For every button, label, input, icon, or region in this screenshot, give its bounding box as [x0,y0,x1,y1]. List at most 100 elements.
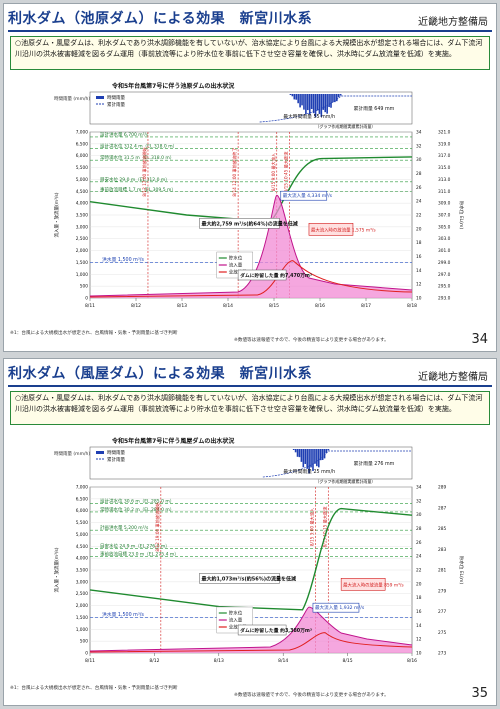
y1-tick-label: 500 [80,284,88,290]
y2b-tick-label: 24 [416,554,422,560]
x-tick-label: 8/15 [343,658,353,664]
rain-bar [302,449,305,468]
footer-note-2: ※数値等は速報値ですので、今後の精査等により変更する場合があります。 [234,338,389,343]
water-level-line [89,507,413,611]
max-release-box [340,578,386,591]
x-tick-label: 8/15 [269,303,279,309]
event-marker-label: 8/15 3:00 最大流入 [308,507,315,546]
rain-bar [323,449,326,459]
y2b-tick-label: 32 [416,143,422,149]
x-tick-label: 8/16 [315,303,325,309]
organization-label: 近畿地方整備局 [418,17,488,28]
legend-cumulative: 累計雨量 [107,456,125,463]
legend-inflow: 流入量 [229,262,243,269]
y2-tick-label: 275 [438,630,446,636]
rain-bar [321,449,324,460]
legend-hourly-swatch [96,96,104,99]
outflow-line [89,260,413,298]
x-tick-label: 8/13 [177,303,187,309]
rain-bar [317,449,320,468]
rain-bar [325,449,328,453]
peak-inflow-label: 最大流入量 1,932 m³/s [315,604,365,611]
rain-bar [289,94,292,95]
flood-discharge-label: 洪水量 1,500 m³/s [102,256,144,263]
rain-bar [291,94,294,97]
rain-bar [312,449,314,471]
reference-label: 設計洪水位 312.4 m（EL.318.0 m） [100,143,177,150]
max-rain-label: 最大時間雨量 55 mm/h [283,113,335,120]
reference-label: 常時満水位 31.5 m（EL.318.0 m） [100,154,174,161]
rain-bar [339,94,342,96]
y2-tick-label: 287 [438,505,446,511]
rain-bar [324,94,327,113]
rain-bar [337,94,340,98]
rain-bar [328,94,330,108]
rain-axis-label: 時間雨量 (mm/h) [54,450,90,457]
storage-box [237,269,287,281]
y1-tick-label: 2,500 [76,236,89,242]
rain-bar [314,449,316,464]
rain-bar [297,94,299,104]
x-tick-label: 8/18 [407,303,417,309]
y1-tick-label: 3,000 [76,579,89,585]
y2b-tick-label: 22 [416,213,422,219]
storage-label: ダムに貯留した量 約7,470万m³ [240,272,312,279]
rain-bar [301,94,303,106]
y2-tick-label: 301.0 [438,248,451,254]
y1-tick-label: 1,500 [76,615,89,621]
y1-tick-label: 4,000 [76,556,89,562]
y1-tick-label: 6,500 [76,496,89,502]
y1-tick-label: 5,500 [76,520,89,526]
footer-note-2: ※数値等は速報値ですので、今後の精査等により変更する場合があります。 [234,693,389,698]
rain-bar [308,94,311,115]
rain-panel [89,91,413,125]
y1-tick-label: 5,000 [76,177,89,183]
x-tick-label: 8/11 [85,658,95,664]
y2b-tick-label: 18 [416,595,422,601]
page-number: 35 [471,686,488,701]
organization-label: 近畿地方整備局 [418,372,488,383]
title-rule [8,30,492,32]
peak-inflow-box [312,602,360,613]
rain-bar [293,94,296,100]
rain-bar [296,449,299,457]
y1-tick-label: 0 [85,296,88,302]
y1-tick-label: 0 [85,651,88,657]
y2b-tick-label: 26 [416,185,422,191]
footer-note: ※1：台風による大規模出水が想定され、台風情報・気象・予測雨量に基づき判断 [10,331,178,336]
y2b-tick-label: 26 [416,540,422,546]
y2b-tick-label: 28 [416,526,422,532]
y2b-tick-label: 34 [416,130,422,136]
slide-title: 利水ダム（池原ダム）による効果 新宮川水系 [8,11,313,27]
y2b-tick-label: 14 [416,268,422,274]
x-tick-label: 8/12 [131,303,141,309]
y1-tick-label: 3,500 [76,213,89,219]
slide-kazeya: 利水ダム（風屋ダム）による効果 新宮川水系 近畿地方整備局 ○池原ダム・風屋ダム… [3,358,497,706]
legend-level: 貯水位 [229,610,243,617]
peak-inflow-label: 最大流入量 4,334 m³/s [283,192,333,199]
max-release-label: 最大流入時の放流量 1,575 m³/s [311,226,376,233]
reference-label: 計画洪水量 5,200 m³/s [100,524,149,531]
y2b-tick-label: 16 [416,254,422,260]
legend-cumulative: 累計雨量 [107,101,125,108]
total-rain-label: 累計雨量 649 mm [354,105,395,112]
y1-tick-label: 500 [80,639,88,645]
y2-tick-label: 283 [438,547,446,553]
rain-bar [320,94,323,117]
reference-label: 事前放流目標 23.0 m（EL.275.4 m） [100,551,179,558]
y2b-tick-label: 10 [416,651,422,657]
x-tick-label: 8/11 [85,303,95,309]
y2-tick-label: 293.0 [438,296,451,302]
y1-tick-label: 2,000 [76,603,89,609]
y1-tick-label: 6,000 [76,153,89,159]
x-tick-label: 8/13 [214,658,224,664]
y1-tick-label: 5,500 [76,165,89,171]
y2b-tick-label: 10 [416,296,422,302]
y1-axis-label: 流入量・放流量(m³/s) [53,547,60,592]
y1-tick-label: 4,000 [76,201,89,207]
y2b-tick-label: 12 [416,282,422,288]
y1-tick-label: 1,000 [76,627,89,633]
summary-box: ○池原ダム・風屋ダムは、利水ダムであり洪水調節機能を有していないが、治水協定によ… [10,391,490,425]
